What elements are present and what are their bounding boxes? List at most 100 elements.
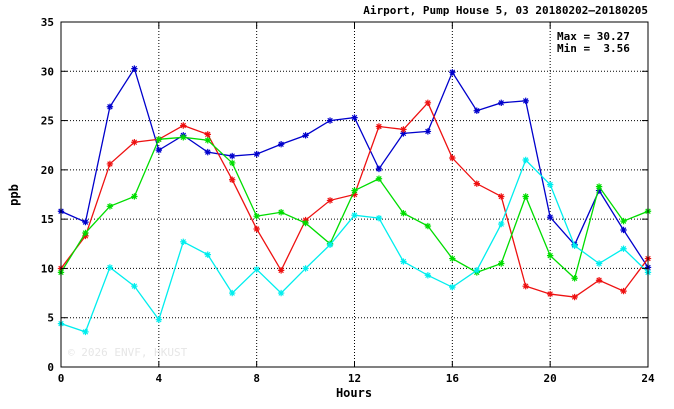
data-point	[546, 290, 554, 298]
data-point	[204, 137, 211, 144]
data-point	[498, 220, 505, 228]
data-point	[424, 99, 432, 107]
series-line-4	[60, 158, 649, 333]
y-tick-label: 0	[47, 361, 54, 374]
data-point	[449, 69, 456, 76]
data-point	[571, 275, 578, 282]
data-point	[498, 99, 505, 107]
data-point	[571, 293, 578, 301]
series-group	[57, 65, 652, 336]
data-point	[229, 159, 236, 167]
data-point	[131, 282, 138, 290]
data-point	[595, 277, 603, 284]
watermark: © 2026 ENVF, HKUST	[68, 346, 188, 359]
data-point	[155, 146, 163, 154]
data-point	[229, 152, 236, 160]
x-tick-label: 20	[544, 372, 557, 385]
data-point	[229, 289, 236, 297]
series-line-1	[60, 67, 649, 268]
data-point	[155, 136, 163, 143]
data-point	[82, 328, 89, 336]
data-point	[522, 97, 529, 105]
y-tick-label: 5	[47, 312, 54, 325]
data-point	[400, 130, 407, 137]
data-point	[106, 160, 114, 168]
data-point	[277, 267, 285, 274]
data-point	[351, 187, 358, 194]
y-tick-label: 20	[41, 164, 54, 177]
data-point	[155, 316, 163, 323]
data-point	[522, 156, 529, 164]
data-point	[546, 181, 554, 188]
data-point	[106, 203, 114, 210]
data-point	[326, 117, 334, 124]
data-point	[473, 107, 480, 114]
data-point	[571, 242, 578, 249]
data-point	[546, 252, 554, 259]
data-point	[253, 225, 260, 233]
data-point	[449, 255, 456, 262]
data-point	[131, 193, 138, 200]
data-point	[253, 150, 260, 158]
data-point	[449, 283, 456, 291]
data-point	[400, 210, 407, 217]
data-point	[277, 141, 285, 148]
data-point	[351, 114, 358, 121]
data-point	[204, 251, 211, 258]
data-point	[253, 212, 260, 220]
chart-title: Airport, Pump House 5, 03 20180202–20180…	[363, 4, 648, 17]
x-axis-ticks: 0 4 8 12 16 20 24	[58, 22, 655, 385]
data-point	[204, 131, 211, 138]
data-point	[400, 126, 407, 133]
data-point	[180, 238, 187, 246]
data-point	[229, 176, 236, 183]
data-point	[522, 282, 529, 290]
data-point	[595, 260, 603, 267]
data-point	[351, 191, 358, 198]
data-point	[302, 132, 309, 139]
data-point	[326, 241, 334, 248]
data-point	[498, 193, 505, 200]
data-point	[131, 65, 138, 72]
max-stat: Max = 30.27	[557, 30, 630, 43]
data-point	[620, 226, 627, 234]
data-point	[204, 148, 211, 156]
data-point	[498, 260, 505, 267]
data-point	[180, 134, 187, 141]
data-point	[106, 264, 114, 271]
data-point	[106, 103, 114, 110]
data-point	[449, 154, 456, 162]
y-tick-label: 25	[41, 115, 54, 128]
y-tick-label: 30	[41, 65, 54, 78]
data-point	[473, 267, 480, 274]
data-point	[424, 128, 432, 135]
y-tick-label: 10	[41, 262, 54, 275]
y-tick-label: 15	[41, 213, 54, 226]
data-point	[131, 139, 138, 146]
data-point	[522, 193, 529, 200]
x-tick-label: 4	[156, 372, 163, 385]
data-point	[375, 175, 383, 182]
data-point	[277, 289, 285, 297]
data-point	[351, 212, 358, 219]
data-point	[302, 219, 309, 227]
min-stat: Min = 3.56	[557, 42, 630, 55]
data-point	[595, 183, 603, 190]
y-axis-label: ppb	[7, 184, 21, 206]
data-point	[375, 123, 383, 130]
data-point	[620, 287, 627, 295]
y-axis-ticks: 0 5 10 15 20 25 30 35	[41, 16, 648, 374]
x-tick-label: 24	[641, 372, 655, 385]
data-point	[424, 272, 432, 279]
data-point	[375, 165, 383, 173]
data-point	[180, 122, 187, 129]
data-point	[82, 218, 89, 226]
data-point	[375, 214, 383, 222]
data-point	[620, 217, 627, 225]
data-point	[302, 265, 309, 272]
data-point	[326, 197, 334, 204]
x-tick-label: 16	[446, 372, 460, 385]
x-axis-label: Hours	[336, 386, 372, 400]
data-point	[253, 266, 260, 273]
